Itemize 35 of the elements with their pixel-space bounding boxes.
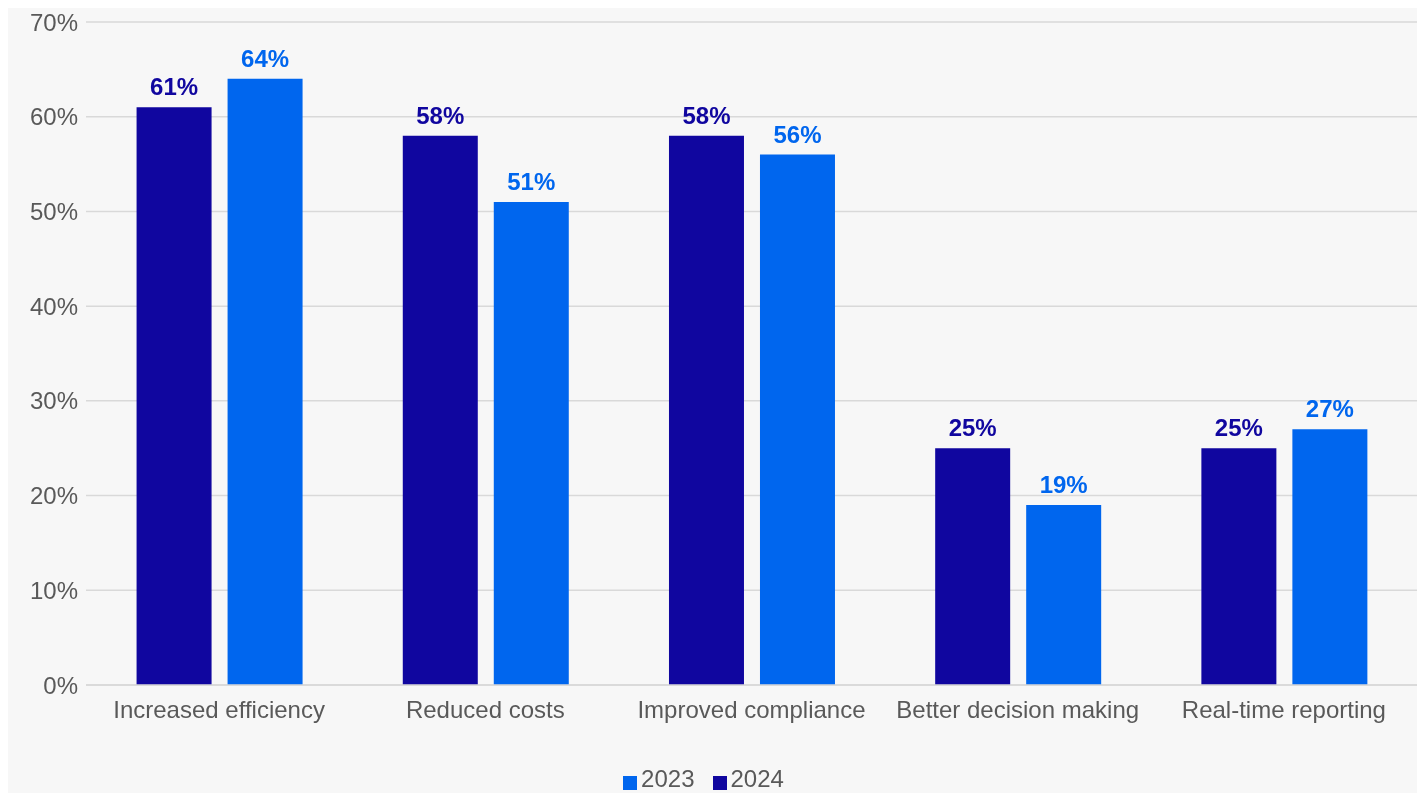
y-tick-label: 50% xyxy=(29,197,78,225)
data-label: 27% xyxy=(1305,395,1354,423)
bar xyxy=(493,201,569,685)
data-label: 25% xyxy=(948,414,997,442)
y-tick-label: 10% xyxy=(29,576,78,604)
data-label: 25% xyxy=(1214,414,1263,442)
y-tick-label: 0% xyxy=(43,671,78,699)
x-tick-label: Increased efficiency xyxy=(113,696,325,724)
bar xyxy=(136,107,212,685)
bar xyxy=(402,135,478,685)
bar xyxy=(1292,429,1368,685)
y-tick-label: 70% xyxy=(29,8,78,36)
legend-label: 2024 xyxy=(730,765,784,792)
data-label: 64% xyxy=(241,44,290,72)
bar xyxy=(668,135,744,685)
bar xyxy=(1201,448,1277,685)
data-label: 58% xyxy=(416,101,465,129)
data-label: 56% xyxy=(773,120,822,148)
legend-label: 2023 xyxy=(641,765,695,792)
data-label: 19% xyxy=(1039,471,1088,499)
y-tick-label: 60% xyxy=(29,103,78,131)
bar xyxy=(1026,505,1102,685)
x-tick-label: Real-time reporting xyxy=(1181,696,1386,724)
y-tick-label: 30% xyxy=(29,387,78,415)
data-label: 61% xyxy=(150,73,199,101)
bar xyxy=(759,154,835,685)
x-tick-label: Improved compliance xyxy=(637,696,866,724)
x-tick-label: Reduced costs xyxy=(405,696,565,724)
bar xyxy=(227,78,303,685)
x-tick-label: Better decision making xyxy=(896,696,1140,724)
bar xyxy=(935,448,1011,685)
y-tick-label: 40% xyxy=(29,292,78,320)
y-tick-label: 20% xyxy=(29,482,78,510)
data-label: 58% xyxy=(682,101,731,129)
data-label: 51% xyxy=(507,167,556,195)
